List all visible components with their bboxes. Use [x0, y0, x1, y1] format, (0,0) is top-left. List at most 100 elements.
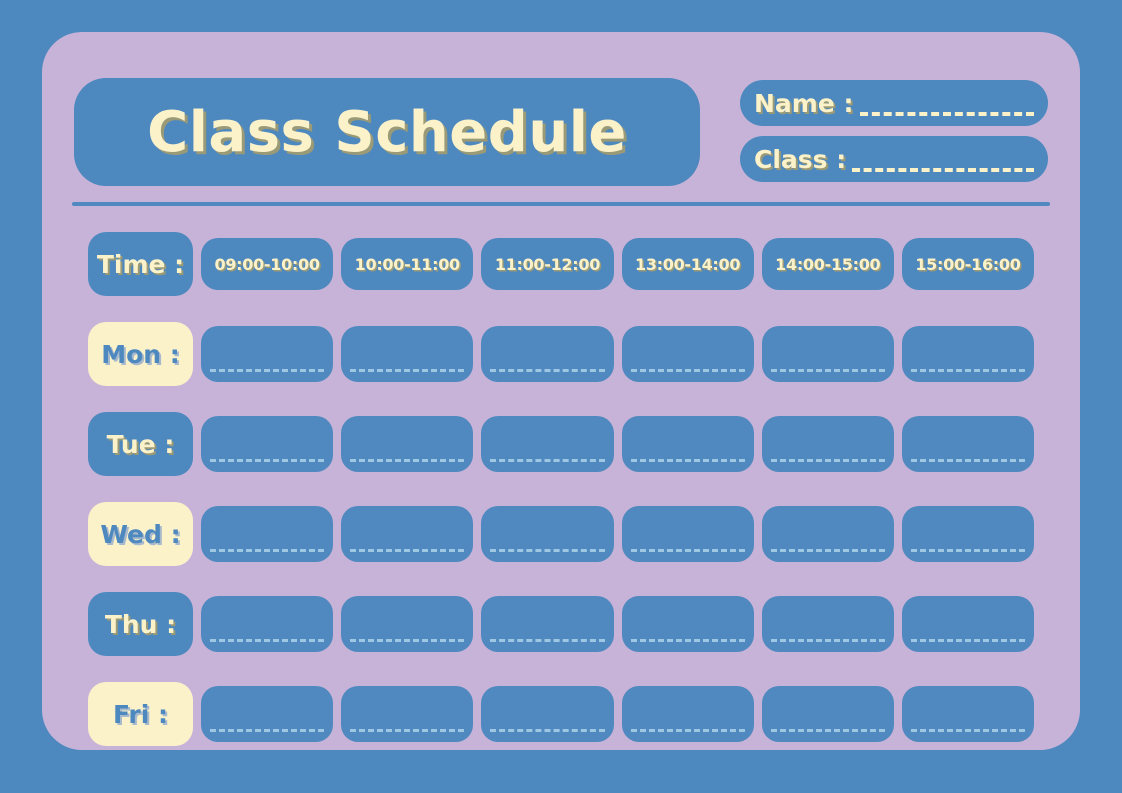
write-line-icon [490, 459, 605, 462]
header-divider [72, 202, 1050, 206]
time-slot-1[interactable]: 09:00-10:00 [201, 238, 334, 290]
day-label-fri-text: Fri : [112, 699, 169, 729]
cell-wed-1[interactable] [201, 506, 334, 562]
cell-wed-5[interactable] [761, 506, 894, 562]
day-label-thu-text: Thu : [104, 609, 177, 639]
time-slot-6[interactable]: 15:00-16:00 [901, 238, 1035, 290]
day-label-wed: Wed : [88, 502, 193, 566]
cell-fri-4[interactable] [621, 686, 754, 742]
write-line-icon [210, 729, 325, 732]
write-line-icon [910, 459, 1026, 462]
time-header-label: Time : [88, 232, 193, 296]
day-label-mon: Mon : [88, 322, 193, 386]
day-label-wed-text: Wed : [100, 519, 181, 549]
cell-tue-1[interactable] [201, 416, 334, 472]
write-line-icon [630, 729, 745, 732]
day-row-thu: Thu : [88, 592, 1035, 656]
write-line-icon [770, 369, 885, 372]
cell-thu-5[interactable] [761, 596, 894, 652]
time-header-label-text: Time : [96, 249, 185, 279]
cell-mon-4[interactable] [621, 326, 754, 382]
name-field-row[interactable]: Name : [740, 80, 1048, 126]
write-line-icon [350, 459, 465, 462]
time-slot-6-text: 15:00-16:00 [915, 254, 1021, 274]
schedule-grid: Time : 09:00-10:00 10:00-11:00 11:00-12:… [88, 232, 1035, 746]
cell-mon-3[interactable] [481, 326, 614, 382]
time-slot-4[interactable]: 13:00-14:00 [621, 238, 754, 290]
cell-fri-3[interactable] [481, 686, 614, 742]
time-slot-5-text: 14:00-15:00 [775, 254, 881, 274]
write-line-icon [490, 549, 605, 552]
time-slot-2[interactable]: 10:00-11:00 [341, 238, 474, 290]
cell-tue-6[interactable] [901, 416, 1035, 472]
write-line-icon [770, 459, 885, 462]
cell-thu-1[interactable] [201, 596, 334, 652]
write-line-icon [630, 459, 745, 462]
write-line-icon [210, 459, 325, 462]
class-input[interactable] [852, 146, 1034, 172]
cell-fri-6[interactable] [901, 686, 1035, 742]
write-line-icon [770, 549, 885, 552]
write-line-icon [630, 639, 745, 642]
cell-mon-5[interactable] [761, 326, 894, 382]
write-line-icon [910, 549, 1026, 552]
write-line-icon [210, 549, 325, 552]
title-banner: Class Schedule [74, 78, 700, 186]
write-line-icon [210, 369, 325, 372]
cell-fri-1[interactable] [201, 686, 334, 742]
write-line-icon [350, 549, 465, 552]
page-title: Class Schedule [147, 99, 627, 165]
time-slot-1-text: 09:00-10:00 [214, 254, 320, 274]
day-row-wed: Wed : [88, 502, 1035, 566]
write-line-icon [350, 369, 465, 372]
time-slot-2-text: 10:00-11:00 [354, 254, 461, 274]
cell-mon-1[interactable] [201, 326, 334, 382]
cell-thu-6[interactable] [901, 596, 1035, 652]
cell-thu-2[interactable] [341, 596, 474, 652]
day-label-tue: Tue : [88, 412, 193, 476]
schedule-card: Class Schedule Name : Class : Time : 09:… [42, 32, 1080, 750]
write-line-icon [490, 639, 605, 642]
write-line-icon [910, 639, 1026, 642]
time-slot-3-text: 11:00-12:00 [494, 254, 601, 274]
cell-wed-6[interactable] [901, 506, 1035, 562]
time-slot-5[interactable]: 14:00-15:00 [761, 238, 894, 290]
day-row-mon: Mon : [88, 322, 1035, 386]
write-line-icon [210, 639, 325, 642]
write-line-icon [910, 369, 1026, 372]
cell-wed-3[interactable] [481, 506, 614, 562]
name-input[interactable] [859, 90, 1034, 116]
time-header-row: Time : 09:00-10:00 10:00-11:00 11:00-12:… [88, 232, 1035, 296]
day-label-mon-text: Mon : [101, 339, 180, 369]
write-line-icon [770, 639, 885, 642]
cell-mon-6[interactable] [901, 326, 1035, 382]
cell-thu-3[interactable] [481, 596, 614, 652]
write-line-icon [350, 639, 465, 642]
cell-thu-4[interactable] [621, 596, 754, 652]
cell-tue-4[interactable] [621, 416, 754, 472]
time-slot-4-text: 13:00-14:00 [635, 254, 741, 274]
write-line-icon [630, 549, 745, 552]
class-field-row[interactable]: Class : [740, 136, 1048, 182]
name-field-label: Name : [754, 88, 854, 118]
cell-tue-5[interactable] [761, 416, 894, 472]
write-line-icon [490, 729, 605, 732]
write-line-icon [770, 729, 885, 732]
cell-mon-2[interactable] [341, 326, 474, 382]
day-label-thu: Thu : [88, 592, 193, 656]
cell-fri-2[interactable] [341, 686, 474, 742]
day-row-tue: Tue : [88, 412, 1035, 476]
class-field-label: Class : [754, 144, 847, 174]
day-label-tue-text: Tue : [106, 429, 175, 459]
cell-fri-5[interactable] [761, 686, 894, 742]
cell-tue-3[interactable] [481, 416, 614, 472]
write-line-icon [490, 369, 605, 372]
day-label-fri: Fri : [88, 682, 193, 746]
write-line-icon [350, 729, 465, 732]
cell-wed-4[interactable] [621, 506, 754, 562]
cell-tue-2[interactable] [341, 416, 474, 472]
time-slot-3[interactable]: 11:00-12:00 [481, 238, 614, 290]
cell-wed-2[interactable] [341, 506, 474, 562]
write-line-icon [630, 369, 745, 372]
day-row-fri: Fri : [88, 682, 1035, 746]
